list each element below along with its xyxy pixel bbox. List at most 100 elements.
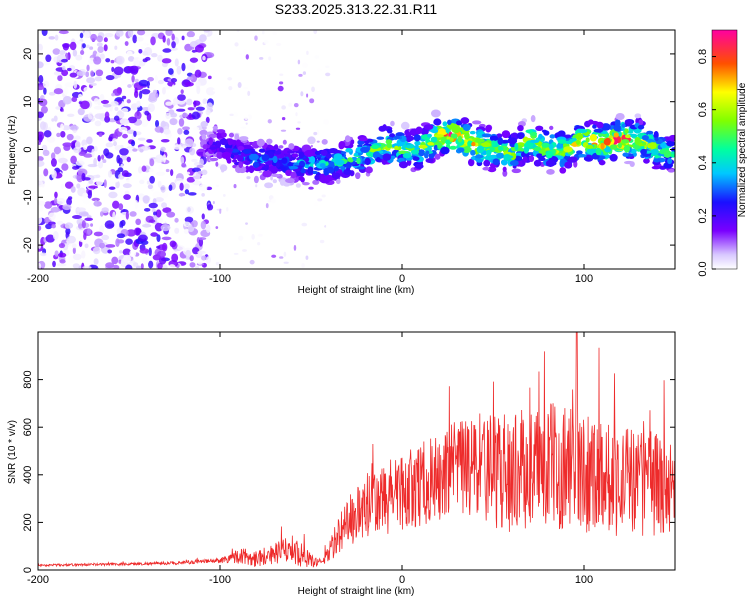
noise-blob bbox=[259, 56, 264, 60]
noise-blob bbox=[272, 31, 278, 36]
noise-blob bbox=[99, 224, 105, 234]
ridge-blob bbox=[485, 124, 492, 133]
noise-blob bbox=[127, 84, 132, 89]
noise-blob bbox=[86, 136, 93, 145]
noise-blob bbox=[112, 88, 122, 96]
ridge-blob bbox=[449, 145, 457, 150]
ridge-blob bbox=[522, 156, 528, 163]
ridge-blob bbox=[667, 168, 675, 173]
noise-blob bbox=[132, 148, 138, 152]
noise-blob bbox=[180, 156, 185, 165]
noise-blob bbox=[122, 133, 128, 139]
noise-blob bbox=[96, 35, 104, 43]
noise-blob bbox=[313, 131, 318, 136]
noise-blob bbox=[155, 171, 166, 177]
noise-blob bbox=[162, 48, 172, 53]
ridge-blob bbox=[309, 156, 316, 164]
ridge-blob bbox=[536, 153, 542, 159]
noise-blob bbox=[115, 30, 124, 37]
noise-blob bbox=[295, 183, 301, 188]
noise-blob bbox=[120, 155, 129, 161]
noise-blob bbox=[132, 262, 139, 267]
noise-blob bbox=[308, 186, 314, 190]
noise-blob bbox=[134, 87, 138, 94]
ridge-blob bbox=[252, 161, 260, 168]
noise-blob bbox=[99, 94, 105, 101]
noise-blob bbox=[93, 105, 104, 110]
noise-blob bbox=[311, 86, 315, 93]
noise-blob bbox=[139, 248, 150, 254]
noise-blob bbox=[186, 76, 194, 81]
ridge-blob bbox=[410, 149, 420, 155]
noise-blob bbox=[184, 82, 194, 87]
noise-blob bbox=[86, 228, 91, 235]
noise-blob bbox=[249, 259, 255, 265]
noise-blob bbox=[124, 41, 129, 46]
noise-blob bbox=[277, 85, 284, 92]
ridge-blob bbox=[482, 166, 490, 171]
noise-blob bbox=[46, 41, 55, 47]
ridge-blob bbox=[613, 124, 621, 132]
y-tick-label: 0 bbox=[22, 146, 34, 152]
colorbar-label: Normalized spectral amplitude bbox=[737, 82, 748, 217]
noise-blob bbox=[82, 43, 86, 49]
noise-blob bbox=[156, 217, 164, 224]
noise-blob bbox=[201, 193, 205, 197]
noise-blob bbox=[280, 129, 287, 132]
noise-blob bbox=[165, 93, 170, 99]
noise-blob bbox=[309, 98, 315, 104]
ridge-blob bbox=[598, 159, 606, 166]
ridge-blob bbox=[348, 158, 354, 163]
noise-blob bbox=[40, 105, 48, 114]
noise-blob bbox=[185, 205, 194, 214]
noise-blob bbox=[191, 220, 198, 228]
ridge-blob bbox=[613, 132, 619, 138]
noise-blob bbox=[45, 234, 56, 243]
noise-blob bbox=[222, 193, 226, 197]
ridge-blob bbox=[366, 152, 371, 157]
noise-blob bbox=[288, 102, 293, 107]
y-tick-label: 20 bbox=[22, 48, 34, 60]
noise-blob bbox=[87, 112, 94, 120]
noise-blob bbox=[69, 125, 79, 131]
noise-blob bbox=[115, 55, 125, 65]
noise-blob bbox=[297, 59, 301, 65]
noise-blob bbox=[83, 87, 90, 93]
noise-blob bbox=[43, 130, 52, 138]
ridge-blob bbox=[458, 147, 465, 153]
noise-blob bbox=[105, 75, 115, 81]
noise-blob bbox=[206, 102, 213, 111]
noise-blob bbox=[48, 212, 56, 221]
noise-blob bbox=[69, 72, 78, 78]
colorbar-gradient bbox=[711, 29, 738, 270]
noise-blob bbox=[165, 101, 173, 106]
noise-blob bbox=[105, 142, 114, 148]
ridge-blob bbox=[503, 154, 512, 161]
noise-blob bbox=[103, 44, 108, 52]
noise-blob bbox=[96, 180, 104, 186]
noise-blob bbox=[98, 132, 103, 138]
noise-blob bbox=[186, 98, 193, 106]
ridge-blob bbox=[593, 128, 604, 133]
noise-blob bbox=[271, 254, 277, 258]
noise-blob bbox=[146, 139, 153, 143]
noise-blob bbox=[193, 126, 200, 131]
noise-blob bbox=[164, 86, 171, 90]
noise-blob bbox=[155, 209, 162, 218]
noise-blob bbox=[111, 256, 119, 265]
ridge-blob bbox=[516, 132, 525, 140]
ridge-blob bbox=[589, 133, 598, 142]
noise-blob bbox=[135, 218, 142, 226]
noise-blob bbox=[194, 69, 202, 78]
noise-blob bbox=[170, 47, 178, 51]
noise-blob bbox=[195, 265, 200, 269]
noise-blob bbox=[205, 224, 211, 233]
spectrogram-blobs bbox=[38, 30, 675, 269]
noise-blob bbox=[147, 103, 155, 113]
noise-blob bbox=[38, 43, 43, 52]
noise-blob bbox=[229, 188, 236, 192]
noise-blob bbox=[187, 36, 196, 42]
ridge-blob bbox=[236, 155, 244, 162]
noise-blob bbox=[254, 35, 258, 41]
noise-blob bbox=[183, 228, 189, 235]
